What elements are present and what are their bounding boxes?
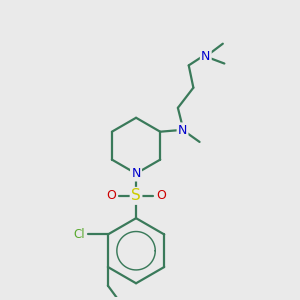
Text: O: O [106, 189, 116, 203]
Text: Cl: Cl [73, 228, 85, 241]
Text: O: O [156, 189, 166, 203]
Text: N: N [131, 167, 141, 180]
Text: N: N [131, 167, 141, 180]
Text: S: S [131, 188, 141, 203]
Text: N: N [201, 50, 211, 63]
Text: N: N [178, 124, 187, 137]
